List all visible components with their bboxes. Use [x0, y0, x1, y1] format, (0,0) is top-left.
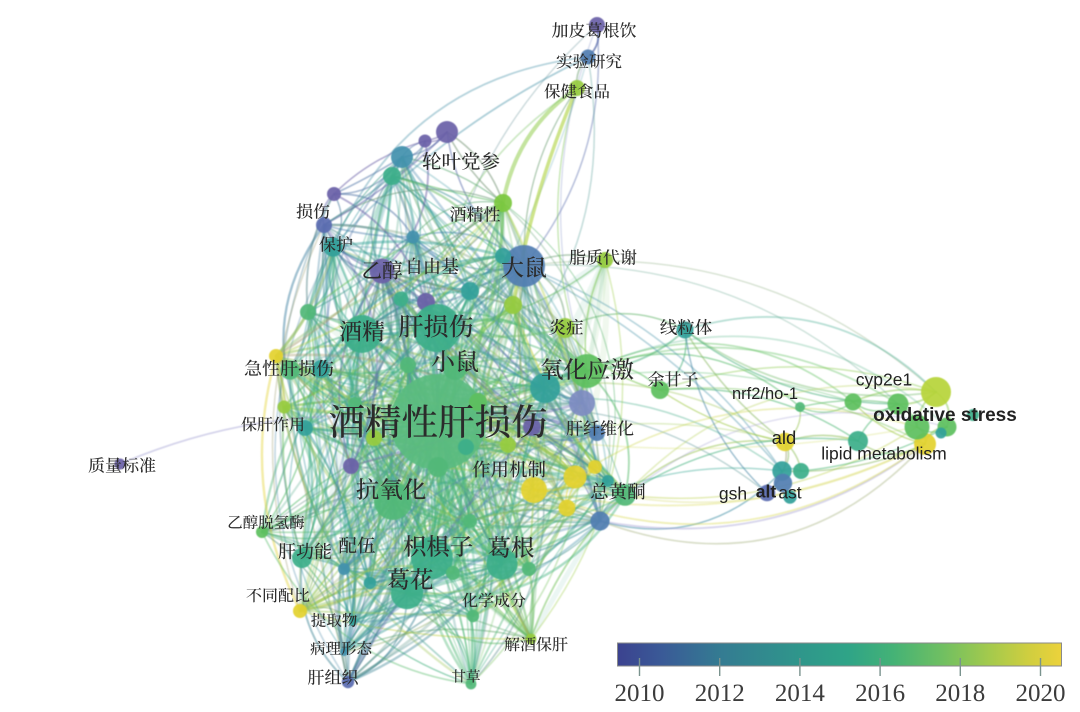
svg-text:cyp2e1: cyp2e1	[856, 370, 912, 390]
svg-text:nrf2/ho-1: nrf2/ho-1	[732, 385, 798, 403]
svg-text:ast: ast	[778, 483, 801, 503]
svg-text:ald: ald	[772, 427, 797, 448]
svg-text:2010: 2010	[615, 680, 665, 707]
svg-text:gsh: gsh	[719, 484, 747, 504]
svg-text:2014: 2014	[775, 680, 826, 707]
svg-text:2020: 2020	[1016, 680, 1066, 707]
svg-text:oxidative stress: oxidative stress	[873, 405, 1017, 426]
svg-text:2016: 2016	[855, 680, 905, 707]
svg-text:2018: 2018	[935, 680, 985, 707]
svg-text:2012: 2012	[695, 680, 745, 707]
svg-text:lipid metabolism: lipid metabolism	[821, 444, 946, 464]
svg-text:alt: alt	[756, 482, 777, 502]
